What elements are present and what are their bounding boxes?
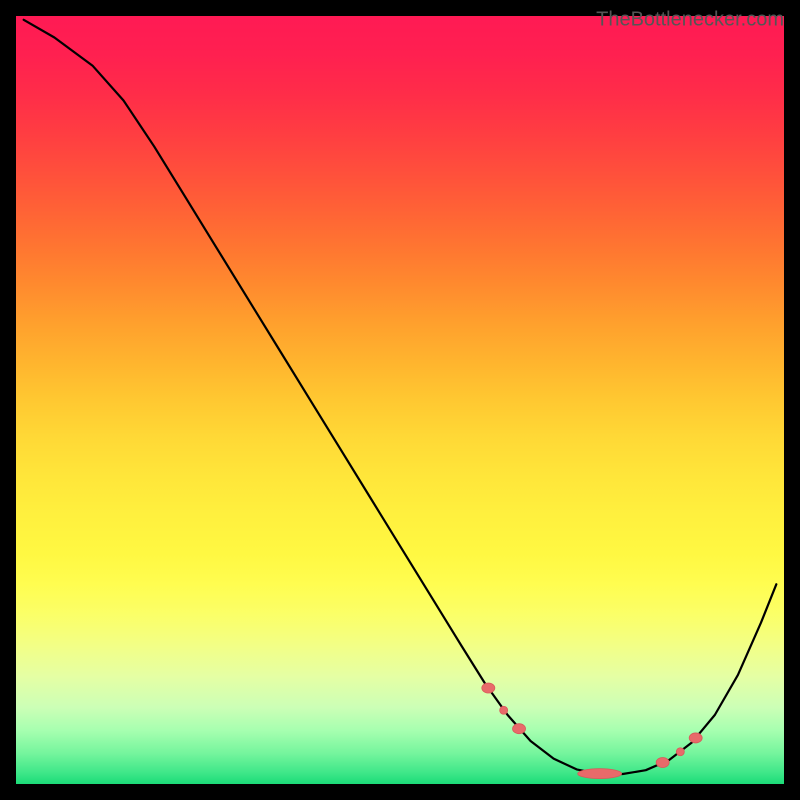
- curve-marker: [500, 706, 508, 714]
- frame-bottom: [0, 784, 800, 800]
- curve-marker: [656, 758, 669, 768]
- curve-marker: [578, 769, 622, 779]
- bottleneck-chart: TheBottlenecker.com: [0, 0, 800, 800]
- chart-svg: TheBottlenecker.com: [0, 0, 800, 800]
- curve-marker: [689, 733, 702, 743]
- curve-marker: [513, 724, 526, 734]
- attribution-text: TheBottlenecker.com: [596, 9, 784, 31]
- curve-marker: [482, 683, 495, 693]
- frame-right: [784, 0, 800, 800]
- frame-left: [0, 0, 16, 800]
- curve-marker: [676, 748, 684, 756]
- gradient-background: [16, 16, 784, 784]
